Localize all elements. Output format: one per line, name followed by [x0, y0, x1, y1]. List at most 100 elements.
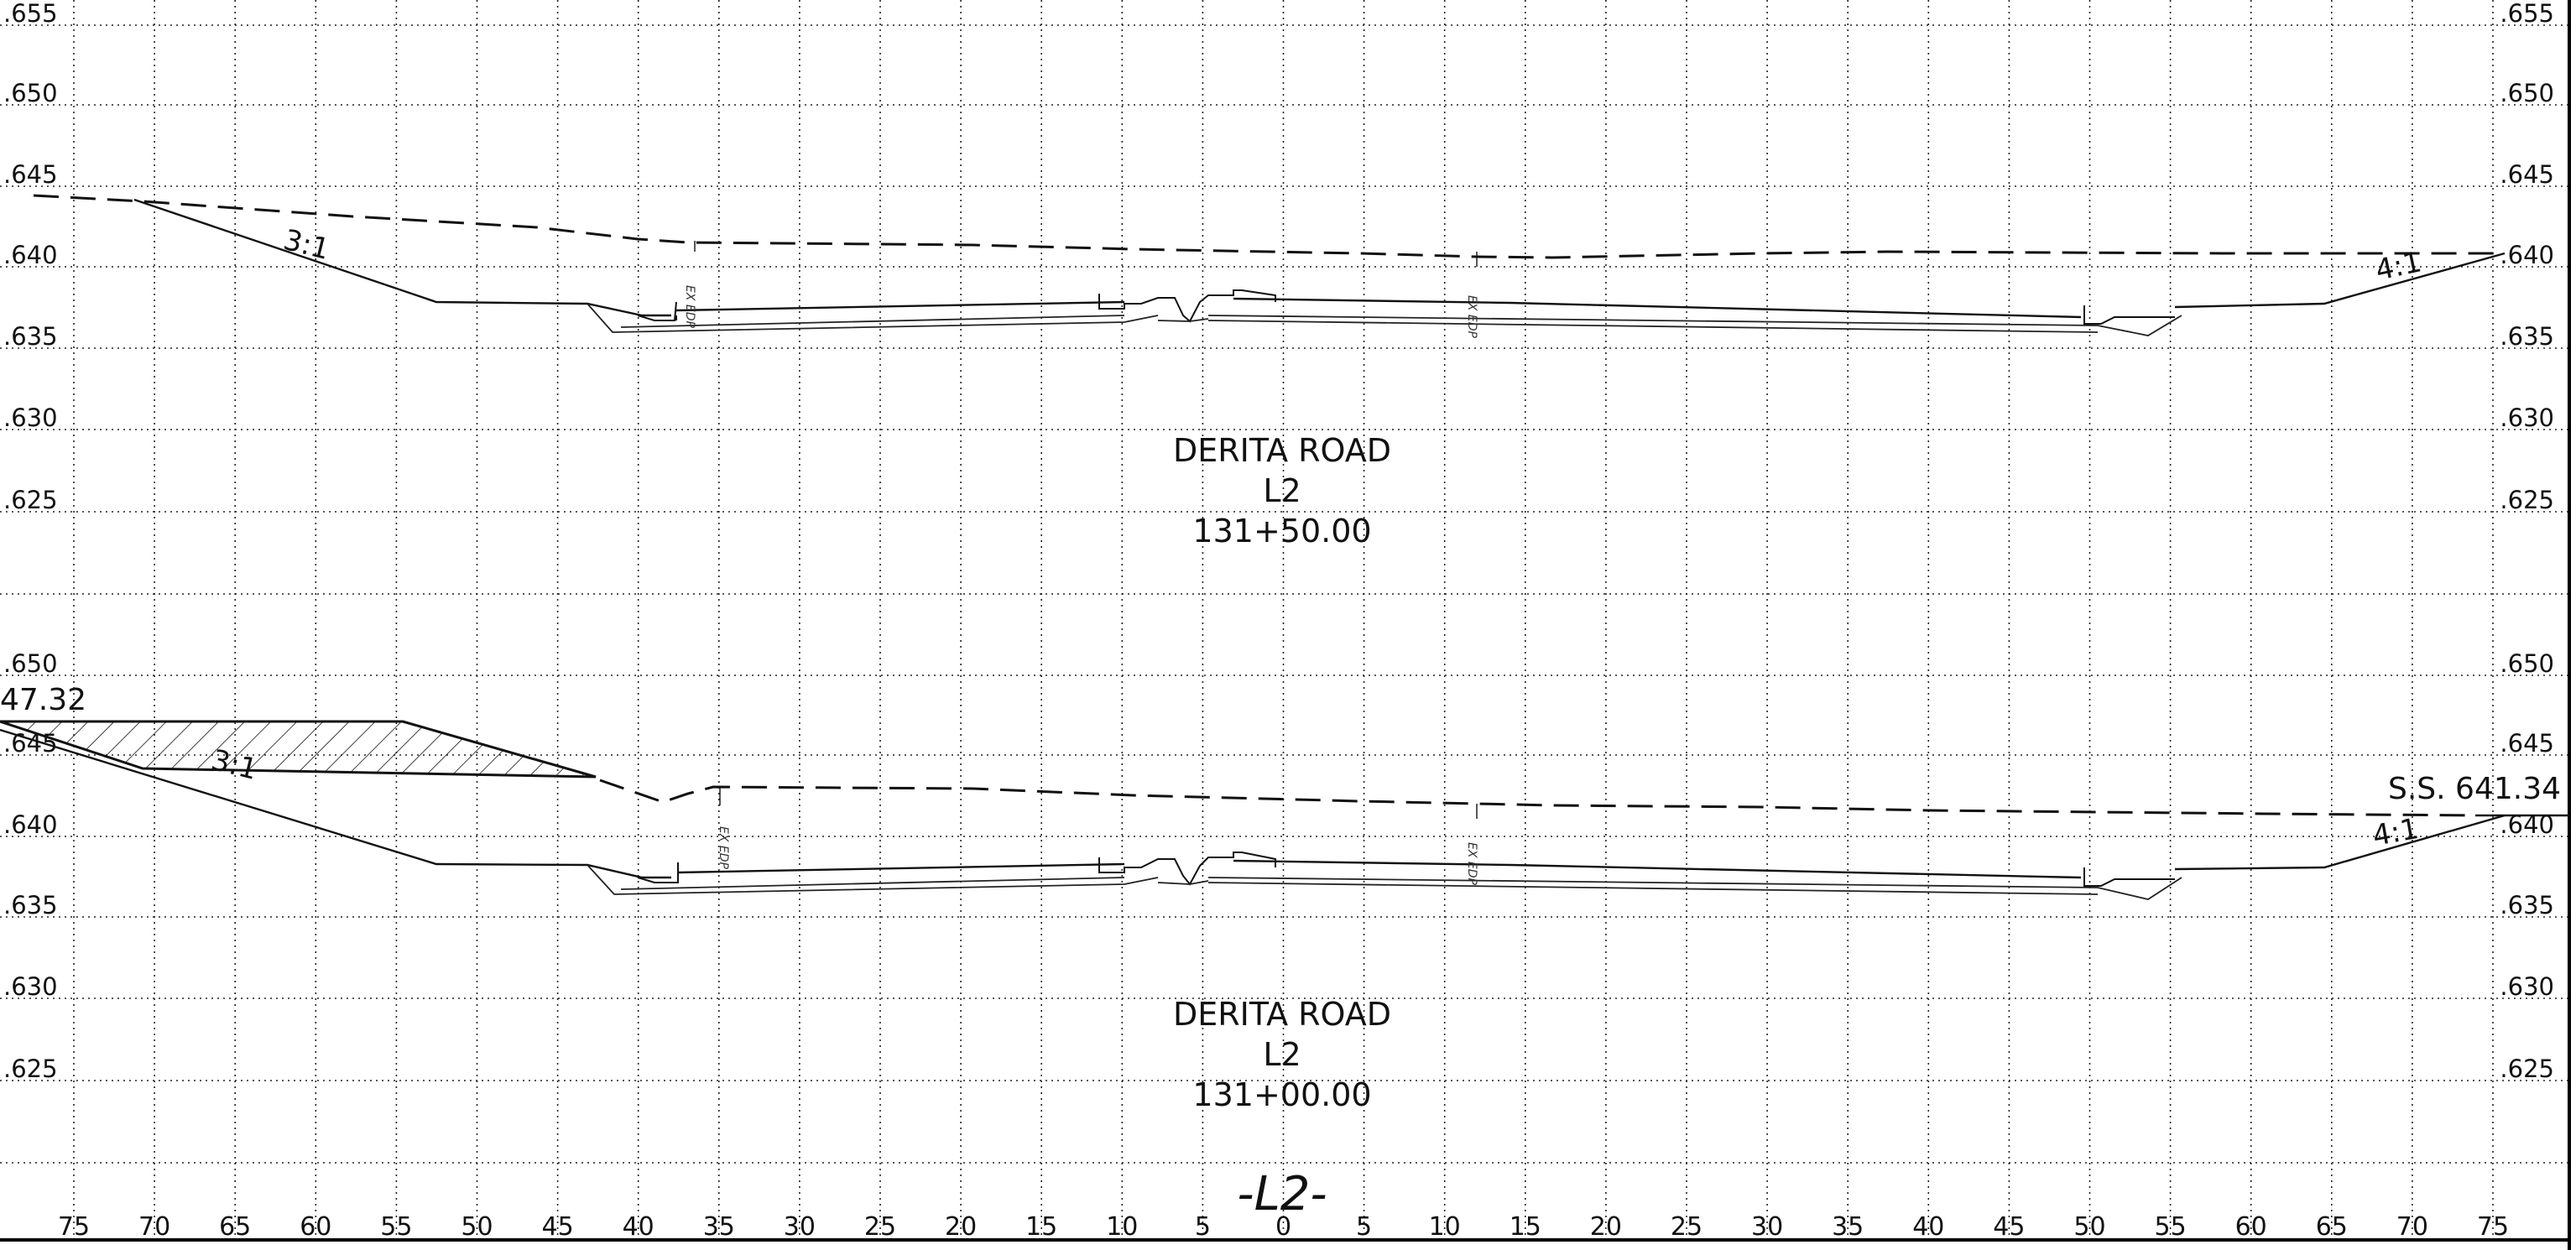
lower-left-pavement-bottom	[587, 864, 1159, 895]
lower-road-name: DERITA ROAD	[1173, 996, 1391, 1033]
upper-right-pavement-bottom	[1207, 315, 2182, 336]
upper-right-elevation-label: .630	[2500, 404, 2554, 432]
offset-label: 0	[1275, 1212, 1291, 1242]
lower-section	[0, 720, 2569, 900]
offset-label: 55	[380, 1212, 412, 1242]
lower-right-pavement-inner	[1207, 882, 2099, 895]
upper-left-elevation-label: .655	[3, 0, 58, 28]
offset-label: 65	[219, 1212, 251, 1242]
lower-slope-right: 4:1	[2370, 812, 2422, 853]
offset-label: 15	[1510, 1212, 1541, 1242]
offset-label: 65	[2316, 1212, 2348, 1242]
upper-left-elevation-label: .640	[3, 241, 58, 269]
offset-label: 70	[2396, 1212, 2428, 1242]
upper-left-elevation-label: .645	[3, 160, 58, 189]
offset-label: 5	[1195, 1212, 1211, 1242]
lower-right-travel-lane	[1233, 859, 2082, 879]
lower-line-name: L2	[1263, 1036, 1301, 1073]
offset-label: 60	[2235, 1212, 2267, 1242]
upper-left-elevation-label: .630	[3, 404, 58, 432]
upper-right-travel-lane	[1233, 297, 2082, 319]
offset-label: 10	[1429, 1212, 1461, 1242]
upper-left-elevation-label: .650	[3, 79, 58, 107]
upper-left-curb	[637, 301, 677, 321]
upper-right-elevation-label: .650	[2500, 79, 2554, 107]
offset-label: 35	[703, 1212, 735, 1242]
upper-left-pavement-inner	[620, 315, 1125, 328]
lower-left-elevation-label: .635	[3, 891, 58, 919]
upper-left-pavement-bottom	[587, 303, 1159, 333]
offset-labels: 75 70 65 60 55 50 45 40 35 30 25 20 15 10 5 0 5 10 15 20 25 3…	[58, 1212, 2509, 1242]
offset-label: 25	[864, 1212, 896, 1242]
upper-left-elevation-label: .635	[3, 322, 58, 351]
upper-proposed-left-slope	[133, 198, 671, 317]
upper-proposed-right-slope	[2174, 252, 2506, 309]
lower-left-elevation-label: .630	[3, 972, 58, 1001]
offset-label: 75	[2477, 1212, 2509, 1242]
offset-label: 20	[1590, 1212, 1622, 1242]
offset-label: 5	[1356, 1212, 1372, 1242]
upper-edp-left: EX EDP	[683, 285, 696, 329]
offset-label: 30	[784, 1212, 816, 1242]
upper-slope-left: 3:1	[280, 223, 333, 267]
offset-label: 50	[2073, 1212, 2105, 1242]
lower-right-pavement-bottom	[1207, 877, 2182, 900]
upper-right-elevation-label: .625	[2500, 486, 2554, 514]
offset-label: 45	[1993, 1212, 2025, 1242]
lower-right-curb	[2083, 867, 2175, 887]
lower-right-elevation-label: .635	[2500, 891, 2554, 919]
upper-median	[1098, 289, 1276, 323]
lower-left-elevation-label: .640	[3, 810, 58, 839]
offset-label: 50	[461, 1212, 493, 1242]
offset-label: 60	[300, 1212, 331, 1242]
upper-line-name: L2	[1263, 472, 1301, 509]
upper-median-bottom	[1157, 318, 1209, 322]
lower-left-curb	[637, 862, 679, 883]
offset-label: 30	[1751, 1212, 1783, 1242]
upper-section	[33, 194, 2506, 336]
lower-median-bottom	[1157, 880, 1209, 885]
elevation-labels: .655 .650 .645 .640 .635 .630 .625 .655 .650 .645…	[3, 0, 2554, 1083]
upper-slope-right: 4:1	[2373, 245, 2425, 288]
alignment-label: -L2-	[1237, 1167, 1327, 1221]
lower-right-annotation: S.S. 641.34	[2388, 772, 2561, 806]
lower-right-elevation-label: .645	[2500, 729, 2554, 758]
lower-left-elevation-label: .625	[3, 1055, 58, 1083]
offset-label: 15	[1025, 1212, 1057, 1242]
offset-label: 40	[623, 1212, 654, 1242]
lower-edp-left: EX EDP	[717, 826, 730, 870]
lower-right-elevation-label: .625	[2500, 1055, 2554, 1083]
lower-edp-right: EX EDP	[1465, 842, 1478, 886]
upper-left-elevation-label: .625	[3, 486, 58, 514]
lower-left-elevation-label: .650	[3, 649, 58, 678]
offset-label: 70	[138, 1212, 170, 1242]
offset-label: 75	[58, 1212, 90, 1242]
upper-right-curb	[2083, 305, 2175, 325]
upper-right-elevation-label: .655	[2500, 0, 2554, 28]
lower-left-travel-lane	[677, 862, 1125, 874]
lower-right-elevation-label: .630	[2500, 972, 2554, 1001]
upper-right-elevation-label: .640	[2500, 241, 2554, 269]
offset-label: 40	[1912, 1212, 1944, 1242]
lower-left-elevation-label: .645	[3, 729, 58, 758]
lower-existing-ground-line	[599, 779, 2476, 817]
upper-station: 131+50.00	[1192, 513, 1371, 549]
offset-label: 25	[1671, 1212, 1703, 1242]
offset-label: 55	[2155, 1212, 2187, 1242]
lower-fill-area	[0, 720, 597, 779]
lower-left-annotation: 47.32	[0, 683, 86, 717]
offset-label: 10	[1106, 1212, 1138, 1242]
lower-right-elevation-label: .650	[2500, 649, 2554, 678]
upper-road-name: DERITA ROAD	[1173, 432, 1391, 469]
upper-right-pavement-inner	[1207, 320, 2099, 333]
upper-existing-ground-line	[33, 194, 2500, 259]
lower-right-elevation-label: .640	[2500, 810, 2554, 839]
lower-median	[1098, 852, 1276, 886]
upper-right-elevation-label: .635	[2500, 322, 2554, 351]
lower-left-pavement-inner	[620, 877, 1125, 890]
offset-label: 35	[1832, 1212, 1864, 1242]
upper-right-elevation-label: .645	[2500, 160, 2554, 189]
upper-left-travel-lane	[675, 300, 1125, 312]
